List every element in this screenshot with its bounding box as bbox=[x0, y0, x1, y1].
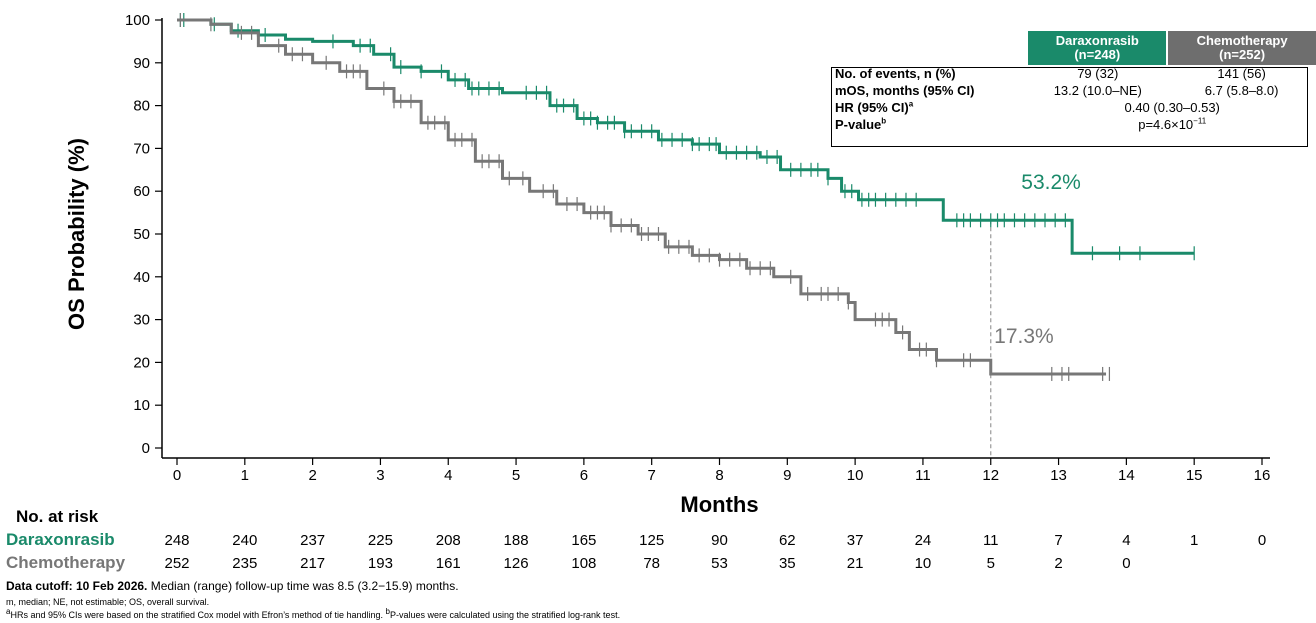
y-tick-label: 50 bbox=[133, 226, 150, 243]
risk-value: 11 bbox=[983, 532, 999, 549]
risk-value: 193 bbox=[368, 555, 393, 572]
y-tick-label: 60 bbox=[133, 183, 150, 200]
footnote-cutoff: Data cutoff: 10 Feb 2026. Median (range)… bbox=[6, 579, 459, 593]
stats-table: Daraxonrasib (n=248) Chemotherapy (n=252) … bbox=[831, 31, 1316, 133]
risk-value: 225 bbox=[368, 532, 393, 549]
x-tick-label: 13 bbox=[1050, 467, 1067, 484]
risk-value: 5 bbox=[987, 555, 995, 572]
risk-value: 108 bbox=[571, 555, 596, 572]
x-tick-label: 1 bbox=[241, 467, 249, 484]
series-end-label: 17.3% bbox=[994, 325, 1054, 348]
x-tick-label: 14 bbox=[1118, 467, 1135, 484]
risk-value: 35 bbox=[779, 555, 796, 572]
x-tick-label: 10 bbox=[847, 467, 864, 484]
risk-row-label: Chemotherapy bbox=[6, 553, 126, 572]
risk-value: 78 bbox=[643, 555, 660, 572]
risk-value: 0 bbox=[1122, 555, 1130, 572]
x-axis-title: Months bbox=[680, 492, 758, 517]
x-tick-label: 15 bbox=[1186, 467, 1203, 484]
risk-value: 4 bbox=[1122, 532, 1130, 549]
risk-value: 1 bbox=[1190, 532, 1198, 549]
series-layer: 53.2% 17.3% bbox=[177, 13, 1195, 458]
x-tick-label: 9 bbox=[783, 467, 791, 484]
risk-value: 90 bbox=[711, 532, 728, 549]
x-tick-label: 5 bbox=[512, 467, 520, 484]
risk-value: 37 bbox=[847, 532, 864, 549]
x-tick-label: 16 bbox=[1254, 467, 1271, 484]
y-tick-label: 100 bbox=[125, 12, 150, 29]
risk-value: 53 bbox=[711, 555, 728, 572]
stats-col-chemotherapy: Chemotherapy (n=252) bbox=[1167, 31, 1316, 65]
x-tick-label: 8 bbox=[715, 467, 723, 484]
y-tick-label: 30 bbox=[133, 312, 150, 329]
risk-value: 126 bbox=[504, 555, 529, 572]
risk-value: 237 bbox=[300, 532, 325, 549]
series-chemotherapy: 17.3% bbox=[177, 13, 1111, 381]
stats-row-mos: mOS, months (95% CI) 13.2 (10.0–NE) 6.7 … bbox=[835, 83, 1279, 98]
y-tick-label: 40 bbox=[133, 269, 150, 286]
y-tick-label: 10 bbox=[133, 397, 150, 414]
series-line-daraxonrasib bbox=[177, 18, 1195, 255]
x-tick-label: 11 bbox=[915, 467, 931, 484]
x-tick-label: 4 bbox=[444, 467, 452, 484]
risk-table-title: No. at risk bbox=[16, 507, 99, 526]
series-end-label: 53.2% bbox=[1021, 171, 1081, 194]
stats-row-pvalue: P-valueb p=4.6×10−11 bbox=[835, 116, 1207, 132]
risk-value: 161 bbox=[436, 555, 461, 572]
stats-row-hr: HR (95% CI)a 0.40 (0.30–0.53) bbox=[835, 99, 1220, 115]
axes bbox=[155, 18, 1270, 465]
y-tick-label: 90 bbox=[133, 55, 150, 72]
x-tick-label: 6 bbox=[580, 467, 588, 484]
risk-value: 240 bbox=[232, 532, 257, 549]
risk-value: 24 bbox=[915, 532, 932, 549]
risk-value: 125 bbox=[639, 532, 664, 549]
risk-value: 248 bbox=[164, 532, 189, 549]
series-daraxonrasib: 53.2% bbox=[177, 13, 1195, 261]
risk-value: 10 bbox=[915, 555, 932, 572]
risk-value: 188 bbox=[504, 532, 529, 549]
risk-value: 208 bbox=[436, 532, 461, 549]
y-tick-label: 20 bbox=[133, 354, 150, 371]
footnote-methods: aHRs and 95% CIs were based on the strat… bbox=[6, 607, 621, 621]
footnote-abbreviations: m, median; NE, not estimable; OS, overal… bbox=[6, 597, 210, 607]
y-tick-label: 70 bbox=[133, 140, 150, 157]
x-tick-label: 2 bbox=[308, 467, 316, 484]
y-tick-label: 80 bbox=[133, 98, 150, 115]
y-tick-label: 0 bbox=[142, 440, 150, 457]
risk-value: 252 bbox=[164, 555, 189, 572]
risk-value: 7 bbox=[1054, 532, 1062, 549]
risk-value: 62 bbox=[779, 532, 796, 549]
x-tick-label: 3 bbox=[376, 467, 384, 484]
y-axis-title: OS Probability (%) bbox=[64, 138, 89, 330]
x-tick-label: 0 bbox=[173, 467, 181, 484]
risk-value: 2 bbox=[1054, 555, 1062, 572]
risk-value: 0 bbox=[1258, 532, 1266, 549]
risk-value: 217 bbox=[300, 555, 325, 572]
stats-row-events: No. of events, n (%) 79 (32) 141 (56) bbox=[835, 66, 1266, 81]
risk-row-label: Daraxonrasib bbox=[6, 530, 115, 549]
risk-value: 21 bbox=[847, 555, 864, 572]
risk-value: 165 bbox=[571, 532, 596, 549]
stats-col-daraxonrasib: Daraxonrasib (n=248) bbox=[1028, 31, 1169, 65]
x-tick-label: 7 bbox=[648, 467, 656, 484]
x-tick-label: 12 bbox=[982, 467, 999, 484]
risk-value: 235 bbox=[232, 555, 257, 572]
